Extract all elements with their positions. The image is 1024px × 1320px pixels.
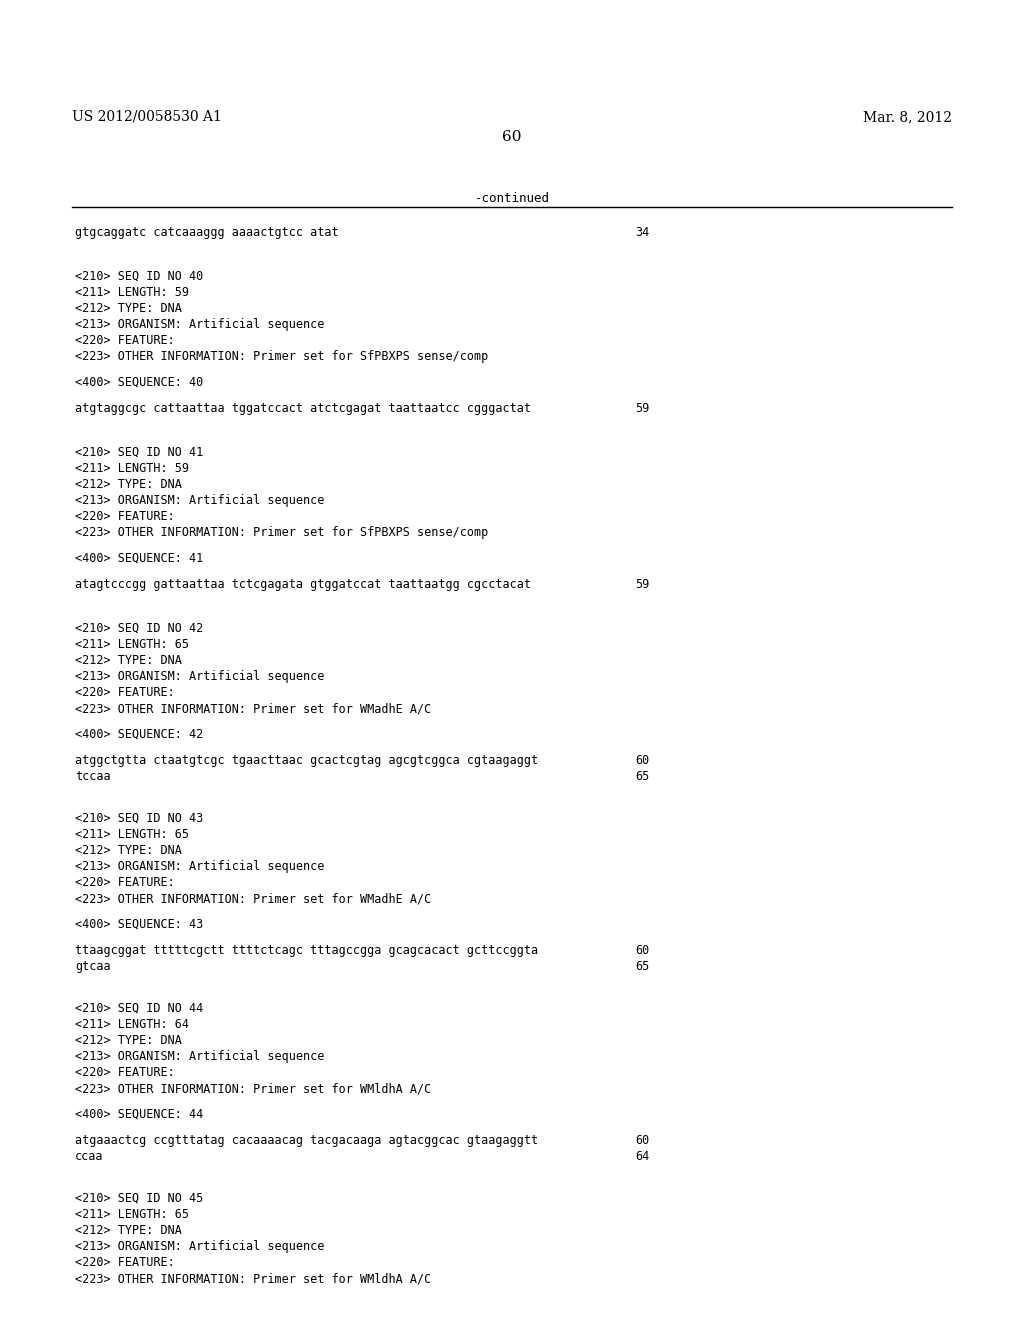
Text: <210> SEQ ID NO 44: <210> SEQ ID NO 44 <box>75 1002 203 1015</box>
Text: <210> SEQ ID NO 41: <210> SEQ ID NO 41 <box>75 446 203 459</box>
Text: atgaaactcg ccgtttatag cacaaaacag tacgacaaga agtacggcac gtaagaggtt: atgaaactcg ccgtttatag cacaaaacag tacgaca… <box>75 1134 539 1147</box>
Text: <220> FEATURE:: <220> FEATURE: <box>75 1257 175 1269</box>
Text: <212> TYPE: DNA: <212> TYPE: DNA <box>75 1034 182 1047</box>
Text: <220> FEATURE:: <220> FEATURE: <box>75 686 175 700</box>
Text: ttaagcggat tttttcgctt ttttctcagc tttagccgga gcagcacact gcttccggta: ttaagcggat tttttcgctt ttttctcagc tttagcc… <box>75 944 539 957</box>
Text: atggctgtta ctaatgtcgc tgaacttaac gcactcgtag agcgtcggca cgtaagaggt: atggctgtta ctaatgtcgc tgaacttaac gcactcg… <box>75 754 539 767</box>
Text: <213> ORGANISM: Artificial sequence: <213> ORGANISM: Artificial sequence <box>75 1049 325 1063</box>
Text: ccaa: ccaa <box>75 1150 103 1163</box>
Text: <213> ORGANISM: Artificial sequence: <213> ORGANISM: Artificial sequence <box>75 671 325 682</box>
Text: <211> LENGTH: 65: <211> LENGTH: 65 <box>75 828 189 841</box>
Text: <400> SEQUENCE: 42: <400> SEQUENCE: 42 <box>75 729 203 741</box>
Text: <212> TYPE: DNA: <212> TYPE: DNA <box>75 843 182 857</box>
Text: 60: 60 <box>635 1134 649 1147</box>
Text: <212> TYPE: DNA: <212> TYPE: DNA <box>75 1224 182 1237</box>
Text: <213> ORGANISM: Artificial sequence: <213> ORGANISM: Artificial sequence <box>75 318 325 331</box>
Text: <210> SEQ ID NO 43: <210> SEQ ID NO 43 <box>75 812 203 825</box>
Text: <210> SEQ ID NO 45: <210> SEQ ID NO 45 <box>75 1192 203 1205</box>
Text: 65: 65 <box>635 770 649 783</box>
Text: US 2012/0058530 A1: US 2012/0058530 A1 <box>72 110 222 124</box>
Text: <400> SEQUENCE: 44: <400> SEQUENCE: 44 <box>75 1107 203 1121</box>
Text: -continued: -continued <box>474 191 550 205</box>
Text: Mar. 8, 2012: Mar. 8, 2012 <box>863 110 952 124</box>
Text: <223> OTHER INFORMATION: Primer set for WMldhA A/C: <223> OTHER INFORMATION: Primer set for … <box>75 1082 431 1096</box>
Text: tccaa: tccaa <box>75 770 111 783</box>
Text: 34: 34 <box>635 226 649 239</box>
Text: <400> SEQUENCE: 40: <400> SEQUENCE: 40 <box>75 376 203 389</box>
Text: <210> SEQ ID NO 42: <210> SEQ ID NO 42 <box>75 622 203 635</box>
Text: <211> LENGTH: 59: <211> LENGTH: 59 <box>75 286 189 300</box>
Text: 59: 59 <box>635 578 649 591</box>
Text: <400> SEQUENCE: 43: <400> SEQUENCE: 43 <box>75 917 203 931</box>
Text: <210> SEQ ID NO 40: <210> SEQ ID NO 40 <box>75 271 203 282</box>
Text: <213> ORGANISM: Artificial sequence: <213> ORGANISM: Artificial sequence <box>75 1239 325 1253</box>
Text: <223> OTHER INFORMATION: Primer set for WMadhE A/C: <223> OTHER INFORMATION: Primer set for … <box>75 702 431 715</box>
Text: <212> TYPE: DNA: <212> TYPE: DNA <box>75 302 182 315</box>
Text: <220> FEATURE:: <220> FEATURE: <box>75 876 175 888</box>
Text: <211> LENGTH: 65: <211> LENGTH: 65 <box>75 1208 189 1221</box>
Text: <223> OTHER INFORMATION: Primer set for WMadhE A/C: <223> OTHER INFORMATION: Primer set for … <box>75 892 431 906</box>
Text: 60: 60 <box>635 754 649 767</box>
Text: <400> SEQUENCE: 41: <400> SEQUENCE: 41 <box>75 552 203 565</box>
Text: <213> ORGANISM: Artificial sequence: <213> ORGANISM: Artificial sequence <box>75 494 325 507</box>
Text: <212> TYPE: DNA: <212> TYPE: DNA <box>75 653 182 667</box>
Text: <223> OTHER INFORMATION: Primer set for SfPBXPS sense/comp: <223> OTHER INFORMATION: Primer set for … <box>75 350 488 363</box>
Text: <220> FEATURE:: <220> FEATURE: <box>75 1067 175 1078</box>
Text: atagtcccgg gattaattaa tctcgagata gtggatccat taattaatgg cgcctacat: atagtcccgg gattaattaa tctcgagata gtggatc… <box>75 578 531 591</box>
Text: 60: 60 <box>635 944 649 957</box>
Text: atgtaggcgc cattaattaa tggatccact atctcgagat taattaatcc cgggactat: atgtaggcgc cattaattaa tggatccact atctcga… <box>75 403 531 414</box>
Text: <211> LENGTH: 65: <211> LENGTH: 65 <box>75 638 189 651</box>
Text: <211> LENGTH: 64: <211> LENGTH: 64 <box>75 1018 189 1031</box>
Text: gtcaa: gtcaa <box>75 960 111 973</box>
Text: 64: 64 <box>635 1150 649 1163</box>
Text: 65: 65 <box>635 960 649 973</box>
Text: <223> OTHER INFORMATION: Primer set for WMldhA A/C: <223> OTHER INFORMATION: Primer set for … <box>75 1272 431 1284</box>
Text: <211> LENGTH: 59: <211> LENGTH: 59 <box>75 462 189 475</box>
Text: <213> ORGANISM: Artificial sequence: <213> ORGANISM: Artificial sequence <box>75 861 325 873</box>
Text: 60: 60 <box>502 129 522 144</box>
Text: <220> FEATURE:: <220> FEATURE: <box>75 334 175 347</box>
Text: <223> OTHER INFORMATION: Primer set for SfPBXPS sense/comp: <223> OTHER INFORMATION: Primer set for … <box>75 525 488 539</box>
Text: <212> TYPE: DNA: <212> TYPE: DNA <box>75 478 182 491</box>
Text: gtgcaggatc catcaaaggg aaaactgtcc atat: gtgcaggatc catcaaaggg aaaactgtcc atat <box>75 226 339 239</box>
Text: 59: 59 <box>635 403 649 414</box>
Text: <220> FEATURE:: <220> FEATURE: <box>75 510 175 523</box>
